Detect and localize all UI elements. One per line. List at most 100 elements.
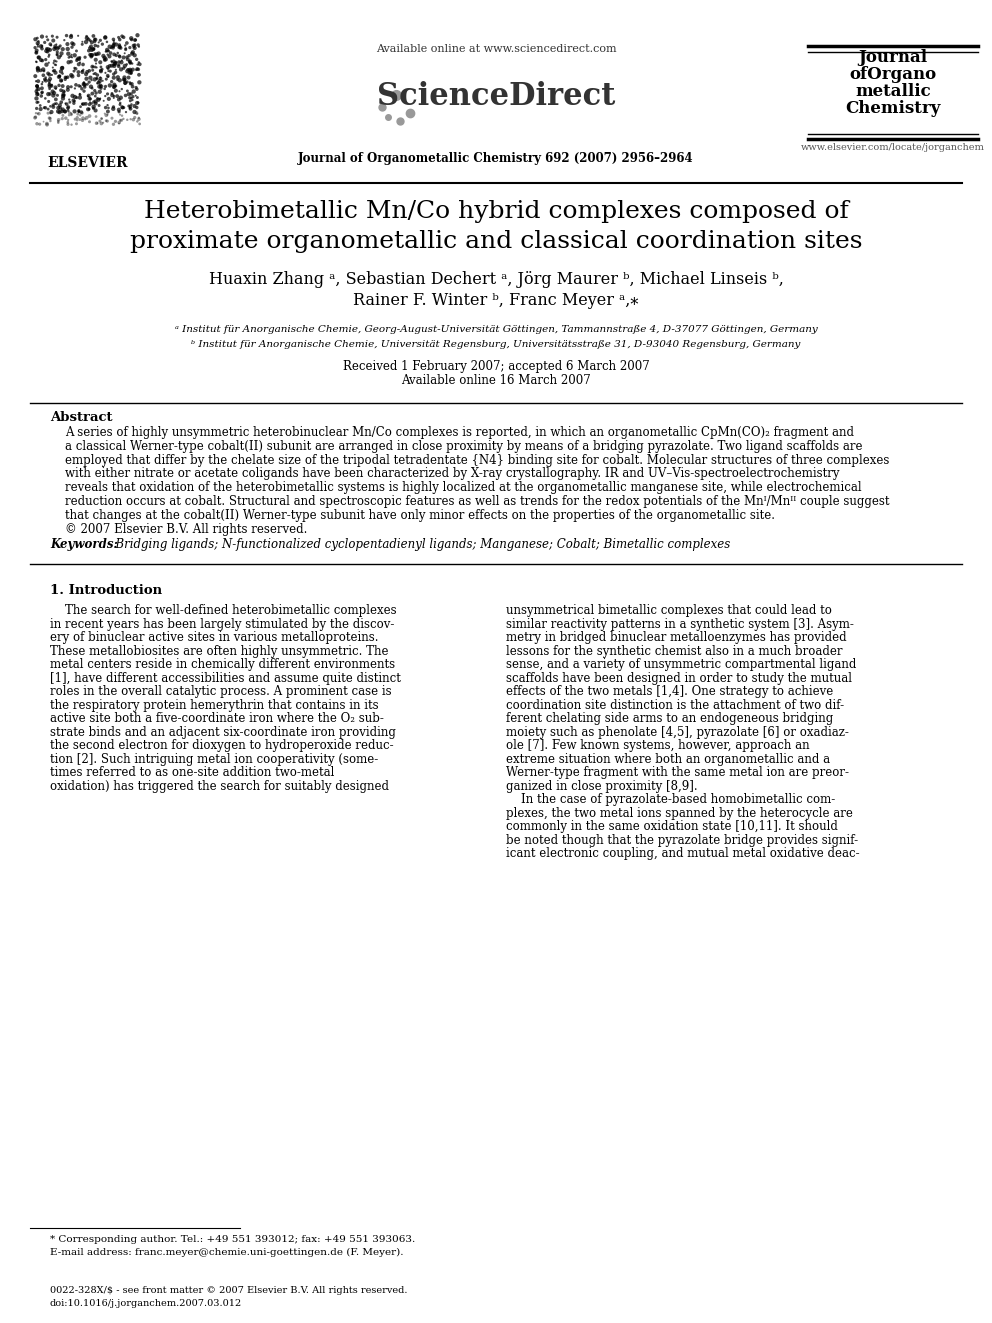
Point bbox=[79, 28, 95, 49]
Point bbox=[40, 29, 56, 50]
Point bbox=[108, 45, 124, 66]
Point bbox=[97, 78, 113, 99]
Point bbox=[89, 112, 105, 134]
Point bbox=[97, 86, 113, 107]
Point bbox=[65, 90, 81, 111]
Point bbox=[50, 85, 65, 106]
Point bbox=[107, 111, 123, 132]
Point bbox=[74, 78, 90, 99]
Point bbox=[29, 42, 45, 64]
Point bbox=[121, 67, 137, 89]
Point bbox=[38, 97, 54, 118]
Point bbox=[87, 64, 103, 85]
Point bbox=[111, 54, 127, 75]
Point bbox=[128, 85, 144, 106]
Point bbox=[40, 41, 56, 62]
Point bbox=[37, 97, 53, 118]
Point bbox=[28, 29, 44, 50]
Point bbox=[123, 60, 139, 81]
Point bbox=[123, 62, 139, 83]
Point bbox=[30, 83, 46, 105]
Point bbox=[52, 65, 67, 86]
Text: These metallobiosites are often highly unsymmetric. The: These metallobiosites are often highly u… bbox=[50, 644, 389, 658]
Point bbox=[117, 73, 133, 94]
Point bbox=[83, 46, 99, 67]
Point bbox=[104, 71, 120, 93]
Point bbox=[120, 60, 136, 81]
Point bbox=[74, 94, 90, 115]
Point bbox=[98, 110, 114, 131]
Point bbox=[52, 75, 67, 97]
Point bbox=[108, 60, 124, 81]
Text: metallic: metallic bbox=[855, 83, 930, 101]
Point bbox=[42, 107, 58, 128]
Point bbox=[31, 30, 47, 52]
Point bbox=[106, 50, 122, 71]
Point bbox=[130, 93, 146, 114]
Point bbox=[74, 32, 90, 53]
Point bbox=[30, 60, 46, 81]
Point bbox=[102, 56, 118, 77]
Point bbox=[68, 50, 84, 71]
Text: Heterobimetallic Mn/Co hybrid complexes composed of: Heterobimetallic Mn/Co hybrid complexes … bbox=[144, 200, 848, 224]
Point bbox=[76, 73, 92, 94]
Point bbox=[62, 102, 77, 123]
Point bbox=[130, 58, 146, 79]
Point bbox=[86, 91, 102, 112]
Point bbox=[122, 62, 138, 83]
Point bbox=[42, 44, 58, 65]
Point bbox=[53, 36, 68, 57]
Point bbox=[109, 86, 125, 107]
Point bbox=[128, 60, 144, 81]
Point bbox=[28, 106, 44, 127]
Point bbox=[29, 75, 45, 97]
Point bbox=[80, 29, 96, 50]
Point bbox=[122, 87, 138, 108]
Text: Bridging ligands; N-functionalized cyclopentadienyl ligands; Manganese; Cobalt; : Bridging ligands; N-functionalized cyclo… bbox=[108, 538, 730, 552]
Point bbox=[61, 52, 76, 73]
Text: coordination site distinction is the attachment of two dif-: coordination site distinction is the att… bbox=[506, 699, 844, 712]
Text: ganized in close proximity [8,9].: ganized in close proximity [8,9]. bbox=[506, 779, 697, 792]
Text: reveals that oxidation of the heterobimetallic systems is highly localized at th: reveals that oxidation of the heterobime… bbox=[65, 482, 862, 495]
Point bbox=[62, 105, 77, 126]
Point bbox=[111, 37, 127, 58]
Point bbox=[48, 37, 63, 58]
Point bbox=[63, 44, 79, 65]
Point bbox=[124, 44, 140, 65]
Point bbox=[58, 107, 73, 128]
Point bbox=[59, 25, 74, 46]
Text: Available online at www.sciencedirect.com: Available online at www.sciencedirect.co… bbox=[376, 44, 616, 54]
Point bbox=[29, 81, 45, 102]
Point bbox=[80, 86, 96, 107]
Point bbox=[64, 33, 80, 54]
Text: unsymmetrical bimetallic complexes that could lead to: unsymmetrical bimetallic complexes that … bbox=[506, 605, 832, 618]
Point bbox=[107, 53, 123, 74]
Point bbox=[41, 52, 57, 73]
Point bbox=[106, 64, 122, 85]
Point bbox=[112, 29, 128, 50]
Point bbox=[42, 78, 58, 99]
Point bbox=[106, 33, 122, 54]
Point bbox=[49, 45, 64, 66]
Point bbox=[99, 32, 115, 53]
Point bbox=[85, 56, 101, 77]
Point bbox=[93, 61, 109, 82]
Point bbox=[51, 97, 66, 118]
Point bbox=[29, 79, 45, 101]
Point bbox=[49, 93, 64, 114]
Point bbox=[84, 32, 100, 53]
Text: the respiratory protein hemerythrin that contains in its: the respiratory protein hemerythrin that… bbox=[50, 699, 379, 712]
Point bbox=[30, 34, 46, 56]
Point bbox=[116, 69, 132, 90]
Point bbox=[111, 112, 127, 134]
Point bbox=[30, 75, 46, 97]
Point bbox=[130, 34, 146, 56]
Point bbox=[119, 54, 135, 75]
Point bbox=[127, 45, 143, 66]
Point bbox=[78, 93, 94, 114]
Text: that changes at the cobalt(II) Werner-type subunit have only minor effects on th: that changes at the cobalt(II) Werner-ty… bbox=[65, 509, 775, 521]
Point bbox=[66, 45, 82, 66]
Point bbox=[87, 29, 103, 50]
Point bbox=[99, 111, 115, 132]
Text: icant electronic coupling, and mutual metal oxidative deac-: icant electronic coupling, and mutual me… bbox=[506, 848, 860, 860]
